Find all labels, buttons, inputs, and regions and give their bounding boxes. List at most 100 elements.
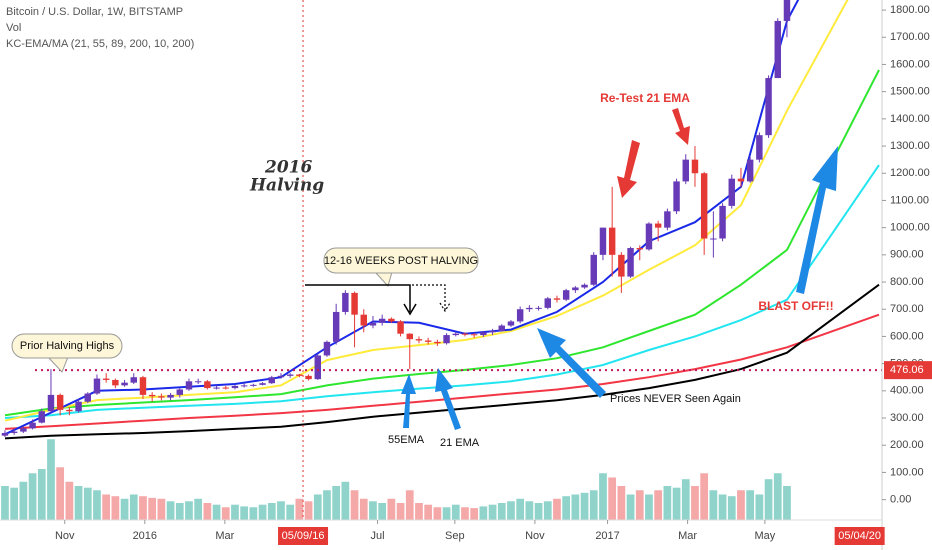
x-tick-label: Mar [215, 530, 234, 542]
x-tick-label: Sep [445, 530, 465, 542]
volume-bar [405, 490, 414, 520]
volume-bar [691, 486, 699, 520]
candle-body [259, 383, 266, 385]
y-tick-label: 100.00 [890, 466, 924, 478]
volume-bar [102, 494, 111, 520]
blue-arrow [435, 368, 461, 430]
volume-bar [525, 501, 534, 520]
candle-body [185, 381, 193, 390]
candle-body [599, 227, 607, 255]
ema-line [4, 313, 880, 430]
volume-bar [415, 503, 423, 520]
candle-body [618, 254, 625, 277]
candle-body [286, 374, 294, 376]
candle-body [213, 387, 220, 389]
y-tick-label: 1800.00 [890, 4, 930, 16]
blue-arrow [796, 146, 838, 294]
volume-bar [672, 487, 681, 520]
volume-bar [755, 494, 764, 520]
candle-body [222, 387, 229, 389]
candle-body [323, 341, 331, 356]
candle-body [774, 20, 781, 79]
candle-body [572, 287, 579, 291]
red-arrow [617, 140, 640, 198]
candle-body [608, 227, 616, 255]
volume-bar [709, 490, 718, 520]
callout [11, 333, 123, 359]
arrow-head [403, 303, 417, 316]
volume-bar [19, 481, 28, 520]
ema-line [4, 164, 880, 419]
candle-body [369, 322, 377, 326]
candle-body [277, 375, 285, 378]
volume-bar [212, 504, 221, 520]
volume-bar [10, 487, 19, 520]
volume-label: Vol [6, 22, 21, 34]
candle-body [351, 292, 358, 315]
volume-bar [663, 486, 672, 520]
volume-bar [727, 496, 736, 520]
callout [323, 247, 479, 274]
y-tick-label: 1700.00 [890, 31, 930, 43]
candle-body [121, 382, 128, 386]
annotation-text: 12-16 WEEKS POST HALVING [324, 255, 478, 267]
candle-body [158, 396, 165, 398]
candle-body [470, 334, 478, 336]
candle-body [38, 411, 45, 423]
y-tick-label: 400.00 [890, 385, 924, 397]
candle-body [130, 377, 137, 383]
volume-bar [635, 490, 644, 520]
volume-bar [258, 504, 267, 520]
y-tick-label: 800.00 [890, 276, 924, 288]
candle-body [756, 135, 763, 160]
volume-bar [783, 486, 791, 520]
candle-body [516, 309, 524, 322]
candle-body [664, 211, 671, 228]
annotation-text: 55EMA [388, 434, 425, 446]
arrow-head [439, 302, 451, 313]
x-tick-label: May [754, 530, 775, 542]
candle-body [296, 374, 303, 376]
volume-bar [764, 479, 773, 520]
candle-body [553, 298, 561, 300]
annotation-text: 2016 [264, 158, 312, 178]
candle-body [250, 384, 257, 386]
volume-bar [507, 501, 515, 520]
volume-bar [359, 498, 368, 520]
ema-line [4, 283, 880, 440]
volume-bar [608, 477, 617, 520]
volume-bar [534, 503, 543, 520]
candle-body [654, 223, 662, 228]
volume-bar [231, 504, 239, 520]
annotation-text: Re-Test 21 EMA [600, 91, 690, 105]
volume-bar [746, 490, 755, 520]
candle-body [535, 307, 542, 309]
y-tick-label: 1500.00 [890, 86, 930, 98]
volume-bar [562, 496, 571, 520]
volume-bar [700, 473, 709, 520]
candle-body [544, 298, 551, 308]
volume-bar [442, 507, 451, 520]
y-tick-label: 1300.00 [890, 140, 930, 152]
candle-body [480, 332, 487, 336]
volume-bar [175, 503, 184, 520]
candle-body [47, 394, 55, 412]
price-box [884, 361, 932, 380]
x-tick-label: Mar [678, 530, 697, 542]
candle-body [507, 321, 515, 326]
volume-bar [451, 504, 460, 520]
y-tick-label: 900.00 [890, 249, 924, 261]
candle-body [719, 205, 726, 239]
candle-body [139, 377, 147, 395]
candle-body [84, 393, 91, 402]
candle-body [406, 333, 413, 340]
volume-bar [47, 439, 55, 520]
volume-bar [65, 481, 74, 520]
volume-bar [185, 501, 193, 520]
volume-bar [194, 498, 203, 520]
volume-bar [157, 498, 166, 520]
candle-body [700, 173, 708, 239]
candle-body [194, 381, 202, 383]
guide-layer [35, 0, 882, 520]
